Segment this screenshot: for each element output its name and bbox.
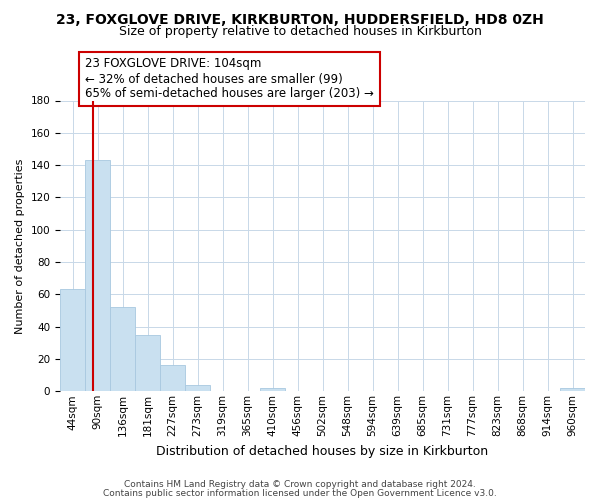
Bar	[560, 388, 585, 392]
Y-axis label: Number of detached properties: Number of detached properties	[15, 158, 25, 334]
Bar	[135, 334, 160, 392]
Text: Size of property relative to detached houses in Kirkburton: Size of property relative to detached ho…	[119, 25, 481, 38]
Text: Contains HM Land Registry data © Crown copyright and database right 2024.: Contains HM Land Registry data © Crown c…	[124, 480, 476, 489]
Text: Contains public sector information licensed under the Open Government Licence v3: Contains public sector information licen…	[103, 489, 497, 498]
X-axis label: Distribution of detached houses by size in Kirkburton: Distribution of detached houses by size …	[157, 444, 488, 458]
Bar	[85, 160, 110, 392]
Bar	[60, 290, 85, 392]
Bar	[260, 388, 285, 392]
Text: 23, FOXGLOVE DRIVE, KIRKBURTON, HUDDERSFIELD, HD8 0ZH: 23, FOXGLOVE DRIVE, KIRKBURTON, HUDDERSF…	[56, 12, 544, 26]
Text: 23 FOXGLOVE DRIVE: 104sqm
← 32% of detached houses are smaller (99)
65% of semi-: 23 FOXGLOVE DRIVE: 104sqm ← 32% of detac…	[85, 58, 374, 100]
Bar	[185, 385, 210, 392]
Bar	[160, 366, 185, 392]
Bar	[110, 308, 135, 392]
